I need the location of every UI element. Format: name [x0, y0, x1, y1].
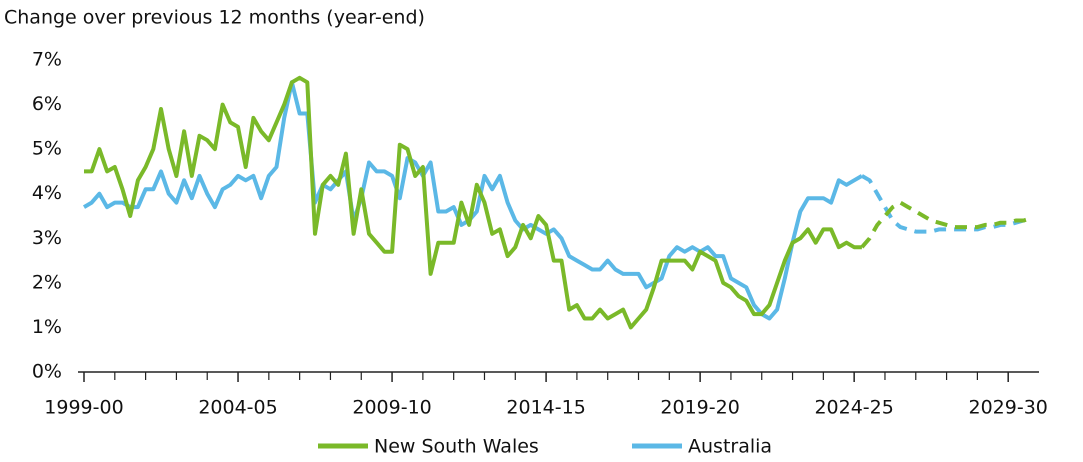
y-tick-label: 3%: [32, 227, 62, 249]
x-tick-label: 2004-05: [198, 397, 277, 419]
y-tick-label: 7%: [32, 49, 62, 71]
legend-label: New South Wales: [374, 436, 539, 458]
y-tick-label: 6%: [32, 93, 62, 115]
forecast-line: [860, 174, 1032, 234]
x-tick-label: 2024-25: [814, 397, 893, 419]
x-tick-label: 1999-00: [44, 397, 123, 419]
x-tick-label: 2029-30: [968, 397, 1047, 419]
y-axis-label: Change over previous 12 months (year-end…: [4, 7, 425, 29]
y-tick-label: 2%: [32, 271, 62, 293]
x-tick-label: 2009-10: [352, 397, 431, 419]
y-tick-label: 0%: [32, 361, 62, 383]
y-tick-label: 5%: [32, 138, 62, 160]
y-tick-label: 4%: [32, 182, 62, 204]
line: [84, 75, 862, 330]
x-tick-label: 2019-20: [660, 397, 739, 419]
legend-label: Australia: [688, 436, 772, 458]
y-tick-label: 1%: [32, 316, 62, 338]
line: [82, 80, 863, 321]
x-tick-label: 2014-15: [506, 397, 585, 419]
forecast-line: [860, 200, 1032, 249]
